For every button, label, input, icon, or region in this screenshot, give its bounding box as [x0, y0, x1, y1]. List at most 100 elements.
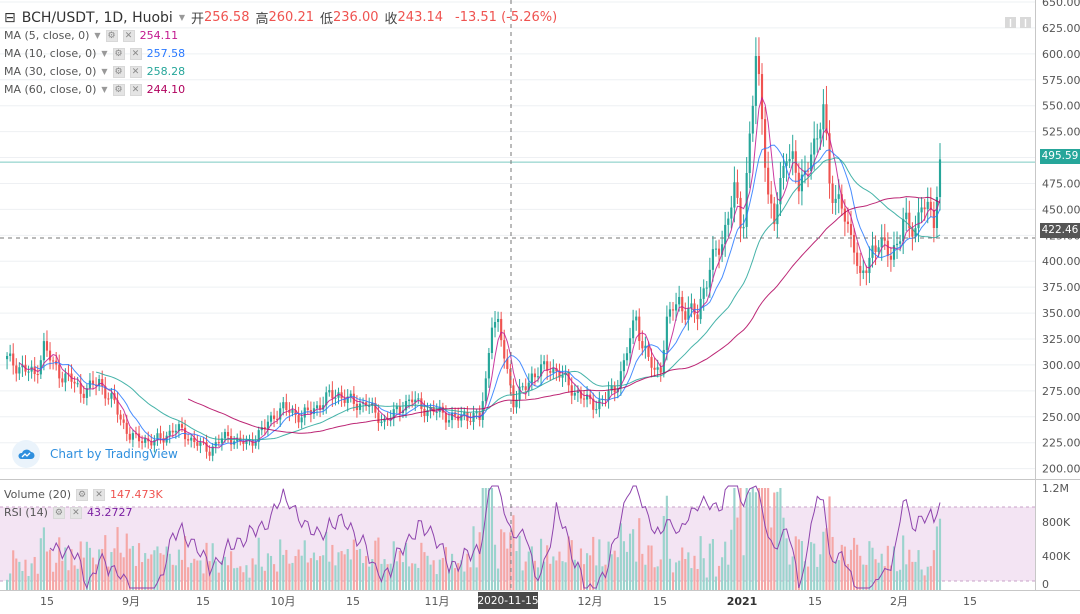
- candle-up: [245, 439, 248, 444]
- volume-bar: [315, 560, 319, 590]
- close-icon[interactable]: ✕: [129, 47, 142, 60]
- symbol-title[interactable]: BCH/USDT, 1D, Huobi: [21, 9, 173, 26]
- volume-bar: [457, 563, 460, 590]
- candle-down: [272, 415, 276, 419]
- pause-icon[interactable]: ❙: [1020, 17, 1031, 28]
- settings-icon[interactable]: ⚙: [105, 29, 118, 42]
- volume-bar: [76, 568, 79, 590]
- volume-bar: [64, 547, 67, 590]
- volume-bar: [690, 568, 693, 590]
- chevron-down-icon[interactable]: ▼: [101, 49, 108, 58]
- volume-bar: [853, 537, 856, 590]
- volume-bar: [874, 559, 877, 590]
- volume-bar: [368, 566, 371, 590]
- ma5-legend[interactable]: MA (5, close, 0) ▼ ⚙ ✕ 254.11: [4, 29, 178, 42]
- settings-icon[interactable]: ⚙: [112, 83, 125, 96]
- volume-bar: [530, 546, 533, 590]
- candle-down: [101, 379, 104, 387]
- candle-up: [733, 182, 736, 208]
- volume-bar: [165, 546, 168, 590]
- candle-down: [865, 270, 868, 274]
- volume-bar: [552, 556, 555, 590]
- tradingview-cloud-icon: [12, 440, 40, 468]
- volume-legend[interactable]: Volume (20) ⚙ ✕ 147.473K: [4, 488, 163, 501]
- candle-down: [398, 406, 401, 413]
- ma60-legend[interactable]: MA (60, close, 0) ▼ ⚙ ✕ 244.10: [4, 83, 185, 96]
- close-icon[interactable]: ✕: [69, 506, 82, 519]
- volume-bar: [288, 563, 291, 590]
- candle-up: [493, 322, 497, 328]
- volume-bar: [825, 528, 828, 590]
- crosshair-date-badge: [478, 592, 538, 609]
- candle-up: [564, 373, 567, 376]
- volume-bar: [914, 561, 917, 590]
- candle-up: [269, 415, 273, 422]
- volume-bar: [806, 566, 810, 590]
- volume-bar: [564, 562, 567, 590]
- volume-bar: [721, 557, 724, 590]
- ma30-legend[interactable]: MA (30, close, 0) ▼ ⚙ ✕ 258.28: [4, 65, 185, 78]
- volume-bar: [782, 517, 785, 590]
- volume-bar: [377, 537, 380, 590]
- candle-up: [380, 421, 383, 423]
- candle-up: [819, 129, 822, 139]
- chevron-down-icon[interactable]: ▼: [178, 13, 185, 22]
- close-icon[interactable]: ✕: [129, 83, 142, 96]
- candle-up: [368, 405, 371, 407]
- volume-bar: [773, 492, 776, 590]
- candle-down: [469, 420, 472, 422]
- candle-up: [27, 371, 30, 373]
- candle-up: [702, 288, 705, 299]
- volume-bar: [432, 560, 435, 590]
- close-icon[interactable]: ✕: [122, 29, 135, 42]
- volume-bar: [214, 561, 217, 590]
- candle-down: [923, 207, 926, 210]
- volume-bar: [895, 571, 899, 590]
- chevron-down-icon[interactable]: ▼: [101, 85, 108, 94]
- candle-up: [834, 198, 837, 203]
- volume-bar: [641, 553, 644, 590]
- close-icon[interactable]: ✕: [93, 488, 105, 501]
- volume-bar: [319, 556, 322, 590]
- volume-bar: [190, 562, 193, 590]
- price-tick-label: 550.00: [1042, 100, 1080, 113]
- candle-down: [420, 398, 423, 409]
- volume-bar: [248, 577, 251, 590]
- volume-bar: [466, 553, 469, 590]
- candle-up: [656, 367, 659, 370]
- chevron-down-icon[interactable]: ▼: [101, 67, 108, 76]
- volume-bar: [892, 546, 896, 590]
- settings-icon[interactable]: ⚙: [112, 65, 125, 78]
- candle-up: [460, 414, 463, 421]
- candle-up: [813, 138, 816, 155]
- volume-bar: [693, 555, 696, 590]
- volume-bar: [312, 552, 316, 590]
- volume-bar: [423, 552, 426, 590]
- chevron-down-icon[interactable]: ▼: [94, 31, 101, 40]
- settings-icon[interactable]: ⚙: [76, 488, 88, 501]
- volume-bar: [748, 492, 751, 590]
- settings-icon[interactable]: ⚙: [112, 47, 125, 60]
- candle-up: [607, 390, 610, 401]
- volume-bar: [592, 536, 595, 590]
- candle-up: [561, 375, 564, 378]
- candle-down: [116, 400, 119, 415]
- candle-down: [104, 386, 107, 399]
- candle-down: [853, 234, 856, 253]
- ma10-legend[interactable]: MA (10, close, 0) ▼ ⚙ ✕ 257.58: [4, 47, 185, 60]
- collapse-icon[interactable]: ⊟: [4, 9, 16, 26]
- candle-up: [926, 201, 929, 210]
- volume-bar: [843, 546, 846, 590]
- volume-bar: [582, 564, 586, 590]
- rsi-legend[interactable]: RSI (14) ⚙ ✕ 43.2727: [4, 506, 132, 519]
- ma60-line: [187, 196, 941, 434]
- candle-down: [736, 182, 739, 198]
- settings-icon[interactable]: ⚙: [52, 506, 65, 519]
- volume-bar: [484, 488, 487, 590]
- pause-icon[interactable]: ❙: [1005, 17, 1016, 28]
- close-icon[interactable]: ✕: [129, 65, 142, 78]
- candle-up: [714, 248, 718, 250]
- tradingview-watermark[interactable]: Chart by TradingView: [12, 440, 178, 468]
